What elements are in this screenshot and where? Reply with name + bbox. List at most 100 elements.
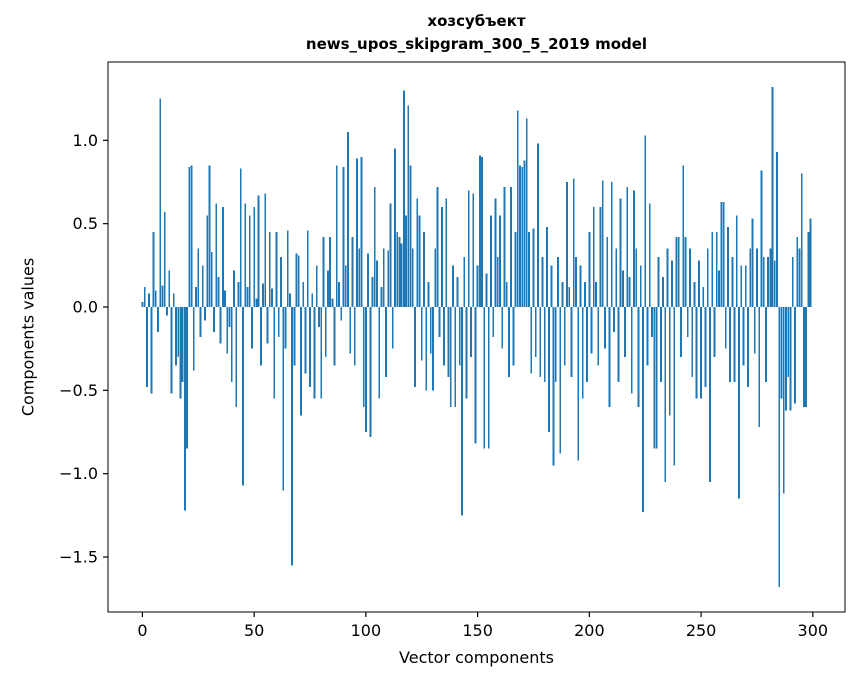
bar [577,307,580,461]
bar [190,165,193,307]
bar [568,287,571,307]
bar [749,248,752,307]
bar [619,198,622,307]
bar [751,218,754,307]
bar [680,307,682,357]
bar [311,293,314,307]
bar [733,307,736,382]
x-tick-label: 150 [462,621,493,640]
bar [461,307,463,516]
bar [715,232,718,307]
bar [519,165,521,307]
bar [505,282,508,307]
bar [575,257,577,307]
bar [735,215,738,307]
bar [552,307,555,466]
bar [583,282,586,307]
x-tick-label: 200 [574,621,605,640]
bar [197,248,200,307]
bar [248,215,251,307]
bar [782,307,785,494]
bar [621,270,624,307]
bar [675,237,678,307]
bar [802,307,805,407]
bar [324,307,327,357]
bar [152,232,155,307]
bar [731,257,734,307]
bar [181,307,184,382]
bar [322,237,325,307]
bar [706,248,709,307]
bar [630,307,633,394]
bar [597,307,600,366]
bar [289,293,291,307]
bar [411,248,414,307]
x-tick-label: 50 [244,621,264,640]
bar [172,293,175,307]
bar [420,307,423,361]
bar [501,307,504,349]
y-tick-label: −1.0 [59,464,98,483]
bar [695,307,698,399]
bar [700,307,702,399]
bar [644,135,647,307]
bar [760,170,763,307]
bar [353,307,356,366]
x-axis-label: Vector components [399,648,554,667]
bar [762,257,765,307]
bar [590,307,593,354]
bar [773,260,776,307]
bar [604,307,606,349]
bar [449,307,452,407]
bar [537,143,539,307]
bar [646,307,649,366]
bar [333,307,336,366]
bar [369,307,372,437]
bar [362,307,365,407]
bar [637,307,640,407]
bar [528,232,530,307]
bar [427,282,430,307]
bar [508,307,510,377]
bar [655,307,658,449]
bar [327,270,329,307]
bar [315,265,318,307]
bar [510,187,513,307]
y-tick-label: 0.0 [73,298,98,317]
bar [360,157,363,307]
bar [758,307,761,427]
bar [351,237,354,307]
bar [257,195,260,307]
bar [474,307,477,444]
bar [651,307,653,337]
bar [765,307,767,382]
bar [452,265,454,307]
y-tick-label: −1.5 [59,548,98,567]
bar [398,237,401,307]
bar [541,257,544,307]
bar [744,265,747,307]
bar [617,307,620,382]
bar [494,198,497,307]
bar [657,257,660,307]
bar [789,307,792,411]
bar [539,307,542,377]
bar [653,307,656,449]
bar [771,87,774,307]
bar [606,237,609,307]
bar [711,232,714,307]
bar [691,307,694,377]
bar [769,248,772,307]
bar [407,105,410,307]
bar [347,132,349,307]
bar [472,193,475,307]
bar [467,190,470,307]
bar [349,307,352,354]
bar [284,307,287,349]
bar [416,198,419,307]
bar [409,165,412,307]
bar [177,307,180,357]
bar [608,307,611,407]
bar [436,187,439,307]
bar [387,250,390,307]
